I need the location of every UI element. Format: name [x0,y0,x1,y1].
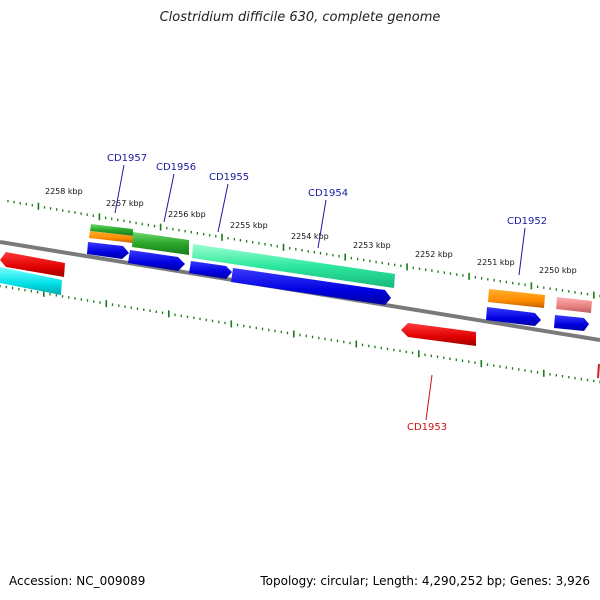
gene-cd1957-green[interactable] [90,224,133,236]
tick-label: 2255 kbp [230,221,268,230]
gene-label-cd1957[interactable]: CD1957 [107,153,147,164]
gene-cd1957-orange[interactable] [89,231,133,243]
reverse-feature-track [0,252,600,379]
tick-label: 2254 kbp [291,232,329,241]
gene-label-cd1952[interactable]: CD1952 [507,216,547,227]
gene-left-cyan[interactable] [0,267,62,295]
gene-edge-red-hint [597,363,600,379]
gene-cd1952-blue[interactable] [486,307,541,326]
tick-label: 2253 kbp [353,241,391,250]
gene-labels: CD1957 CD1956 CD1955 CD1954 CD1953 CD195… [107,153,547,433]
label-leader-line [425,374,433,421]
gene-edge-pink[interactable] [556,297,592,313]
gene-cd1955-green[interactable] [192,244,395,288]
forward-feature-track [87,224,592,331]
gene-cd1952-orange[interactable] [488,289,545,308]
gene-label-cd1953[interactable]: CD1953 [407,422,447,433]
tick-label: 2257 kbp [106,199,144,208]
label-leaders [114,164,526,421]
gene-edge-blue[interactable] [554,315,589,331]
gene-cd1957-blue[interactable] [87,242,129,259]
lower-tick-track [0,284,600,384]
map-title: Clostridium difficile 630, complete geno… [159,10,441,25]
gene-left-red[interactable] [0,252,65,277]
tick-label: 2250 kbp [539,266,577,275]
label-leader-line [217,183,229,233]
tick-label: 2258 kbp [45,187,83,196]
gene-label-cd1956[interactable]: CD1956 [156,162,196,173]
label-leader-line [114,164,125,214]
upper-tick-track [7,199,600,299]
label-leader-line [518,227,526,276]
gene-cd1956-green[interactable] [132,232,189,255]
gene-cd1954-blue[interactable] [231,268,391,305]
label-leader-line [163,173,175,223]
accession-text: Accession: NC_009089 [9,574,146,588]
gene-cd1955-blue[interactable] [189,261,232,279]
gene-label-cd1955[interactable]: CD1955 [209,172,249,183]
gene-label-cd1954[interactable]: CD1954 [308,188,348,199]
tick-labels: 2258 kbp 2257 kbp 2256 kbp 2255 kbp 2254… [45,187,577,275]
genome-summary-text: Topology: circular; Length: 4,290,252 bp… [260,574,590,588]
gene-cd1953-red[interactable] [401,323,476,346]
gene-cd1956-blue[interactable] [128,250,185,271]
label-leader-line [317,199,327,249]
tick-label: 2252 kbp [415,250,453,259]
tick-label: 2256 kbp [168,210,206,219]
tick-label: 2251 kbp [477,258,515,267]
